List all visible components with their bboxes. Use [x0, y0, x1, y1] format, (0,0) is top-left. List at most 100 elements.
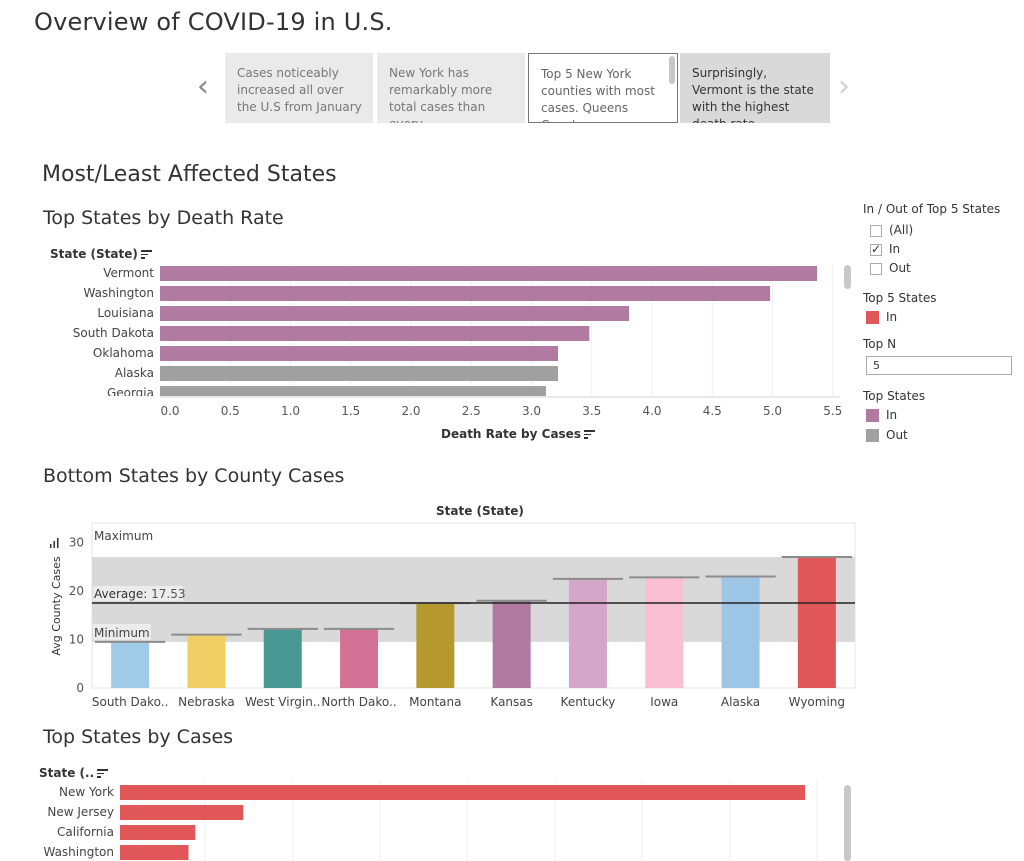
- story-point-2[interactable]: New York has remarkably more total cases…: [377, 53, 525, 123]
- chart1-scrollbar[interactable]: [844, 265, 851, 289]
- death-rate-bar[interactable]: [160, 306, 630, 321]
- topstates-legend-in[interactable]: In: [866, 408, 897, 422]
- state-label: Wyoming: [789, 695, 845, 709]
- x-tick-label: 1.0: [281, 404, 300, 418]
- checkbox-all[interactable]: [870, 224, 882, 237]
- chart3-row-header[interactable]: State (..: [39, 766, 109, 780]
- top5-legend-in[interactable]: In: [866, 310, 897, 324]
- story-point-1[interactable]: Cases noticeably increased all over the …: [225, 53, 373, 123]
- average-value: 17.53: [151, 587, 185, 601]
- state-label: Montana: [409, 695, 461, 709]
- top5-in-swatch: [866, 311, 879, 324]
- checkbox-in[interactable]: [870, 242, 882, 256]
- story-prev-arrow-icon[interactable]: ‹: [197, 69, 209, 104]
- y-tick-label: 0: [76, 681, 84, 695]
- minimum-label-bg: [93, 623, 151, 640]
- topstates-in-label: In: [886, 408, 898, 422]
- inout-option-all[interactable]: (All): [870, 223, 913, 237]
- county-cases-bar[interactable]: [263, 628, 302, 688]
- sort-icon[interactable]: [97, 769, 109, 778]
- county-cases-bar[interactable]: [797, 557, 836, 688]
- chart2-column-header[interactable]: State (State): [436, 504, 524, 518]
- chart1-title: Top States by Death Rate: [43, 207, 284, 229]
- story-point-3[interactable]: Top 5 New York counties with most cases.…: [528, 53, 678, 123]
- chart1-x-axis-label: Death Rate by Cases: [441, 427, 581, 441]
- county-cases-bar[interactable]: [568, 578, 607, 688]
- story-next-arrow-icon[interactable]: ›: [838, 69, 850, 104]
- cases-bar[interactable]: [120, 785, 805, 800]
- death-rate-bar[interactable]: [160, 366, 559, 381]
- death-rate-bar[interactable]: [160, 286, 771, 301]
- topstates-out-swatch: [866, 429, 879, 442]
- checkbox-out[interactable]: [870, 262, 882, 275]
- x-tick-label: 1.5: [341, 404, 360, 418]
- story-point-4[interactable]: Surprisingly, Vermont is the state with …: [680, 53, 830, 123]
- sort-icon[interactable]: [53, 541, 56, 548]
- death-rate-chart: Vermont Washington Louisiana South Dakota Ok…: [73, 265, 851, 418]
- state-label: West Virgin..: [245, 695, 321, 709]
- state-label: New Jersey: [47, 805, 114, 819]
- chart3-scrollbar[interactable]: [844, 785, 851, 861]
- state-label: New York: [59, 785, 114, 799]
- death-rate-bar[interactable]: [160, 346, 559, 361]
- county-cases-bar[interactable]: [416, 603, 455, 688]
- section-title: Most/Least Affected States: [42, 162, 337, 187]
- chart1-row-header[interactable]: State (State): [50, 247, 152, 261]
- state-label: Oklahoma: [93, 346, 154, 360]
- county-cases-bar[interactable]: [340, 628, 379, 688]
- minimum-label: Minimum: [94, 626, 150, 640]
- sort-icon[interactable]: [57, 538, 59, 548]
- chart2-title: Bottom States by County Cases: [43, 465, 345, 487]
- county-cases-bar[interactable]: [645, 577, 684, 688]
- state-label: Louisiana: [97, 306, 154, 320]
- county-cases-bar[interactable]: [721, 576, 760, 688]
- inout-filter-title: In / Out of Top 5 States: [863, 202, 1001, 216]
- chart1-x-axis-title[interactable]: Death Rate by Cases: [441, 427, 595, 441]
- chart3-row-header-label: State (..: [39, 766, 95, 780]
- county-cases-chart: 0 10 20 30 Avg County Cases South Dako.. Nebra…: [50, 522, 856, 709]
- death-rate-bar[interactable]: [160, 266, 818, 281]
- cases-bar[interactable]: [120, 805, 244, 820]
- topn-title: Top N: [863, 337, 897, 351]
- sort-icon[interactable]: [583, 430, 595, 439]
- x-tick-label: 4.0: [642, 404, 661, 418]
- topstates-legend-out[interactable]: Out: [866, 428, 908, 442]
- topstates-out-label: Out: [886, 428, 908, 442]
- topn-input[interactable]: [866, 356, 1012, 375]
- sort-icon[interactable]: [50, 544, 52, 548]
- cases-chart: New York New Jersey California Washington: [43, 780, 851, 861]
- cases-bar[interactable]: [120, 825, 196, 840]
- state-label: Kansas: [490, 695, 532, 709]
- y-axis-title[interactable]: Avg County Cases: [50, 556, 63, 655]
- story-point-3-text: Top 5 New York counties with most cases.…: [541, 67, 655, 122]
- state-label: California: [57, 825, 114, 839]
- story-point-scrollbar[interactable]: [669, 56, 675, 84]
- x-tick-label: 3.5: [582, 404, 601, 418]
- page-title: Overview of COVID-19 in U.S.: [34, 8, 393, 36]
- y-tick-label: 30: [69, 536, 84, 550]
- death-rate-bar[interactable]: [160, 326, 590, 341]
- sort-icon[interactable]: [140, 250, 152, 259]
- cases-bar[interactable]: [120, 845, 189, 860]
- inout-option-in[interactable]: In: [870, 242, 900, 256]
- bars-group: Vermont Washington Louisiana South Dakota Ok…: [73, 266, 818, 401]
- state-label: South Dako..: [92, 695, 169, 709]
- average-label: Average: 17.53: [94, 587, 186, 601]
- inout-option-all-label: (All): [889, 223, 914, 237]
- y-tick-label: 20: [69, 584, 84, 598]
- state-label: Washington: [43, 845, 114, 859]
- state-label: Nebraska: [178, 695, 235, 709]
- county-cases-bar[interactable]: [492, 600, 531, 688]
- state-label: Alaska: [721, 695, 760, 709]
- county-cases-bar[interactable]: [187, 634, 226, 688]
- chart3-title: Top States by Cases: [43, 726, 234, 748]
- x-tick-label: 0.5: [221, 404, 240, 418]
- state-label: Georgia: [107, 386, 154, 400]
- x-tick-label: 4.5: [703, 404, 722, 418]
- death-rate-bar[interactable]: [160, 386, 546, 401]
- county-cases-bar[interactable]: [111, 641, 150, 688]
- x-tick-label: 5.5: [823, 404, 842, 418]
- topstates-in-swatch: [866, 409, 879, 422]
- inout-option-out[interactable]: Out: [870, 261, 911, 275]
- state-label: Alaska: [115, 366, 154, 380]
